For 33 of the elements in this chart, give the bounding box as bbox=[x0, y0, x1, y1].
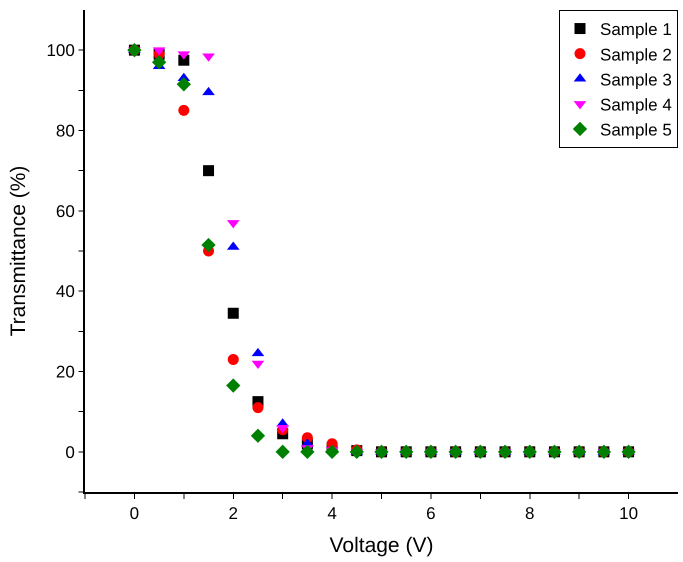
point bbox=[228, 308, 239, 319]
x-tick-label: 2 bbox=[228, 504, 238, 524]
point bbox=[324, 444, 340, 459]
x-tick-label: 10 bbox=[619, 504, 638, 524]
point bbox=[300, 444, 315, 459]
x-tick-label: 0 bbox=[130, 504, 140, 524]
y-tick-label: 0 bbox=[65, 442, 75, 462]
point bbox=[201, 238, 216, 252]
y-tick-label: 20 bbox=[56, 362, 75, 382]
y-tick-label: 80 bbox=[56, 121, 75, 140]
point bbox=[178, 104, 190, 116]
legend-label: Sample 4 bbox=[600, 95, 672, 114]
point bbox=[276, 444, 290, 459]
point bbox=[226, 378, 240, 393]
point bbox=[228, 354, 239, 365]
point bbox=[203, 165, 214, 176]
y-tick-label: 60 bbox=[56, 202, 75, 221]
legend-label: Sample 5 bbox=[600, 120, 672, 140]
x-tick-label: 6 bbox=[426, 504, 436, 524]
y-axis-title: Transmittance (%) bbox=[7, 166, 30, 336]
legend-label: Sample 1 bbox=[600, 20, 672, 40]
point bbox=[250, 428, 266, 443]
x-tick-label: 8 bbox=[525, 504, 534, 524]
point bbox=[350, 444, 364, 459]
point bbox=[176, 77, 191, 92]
x-axis-title: Voltage (V) bbox=[330, 534, 434, 557]
x-tick-label: 4 bbox=[327, 504, 337, 524]
y-tick-label: 40 bbox=[56, 282, 75, 302]
legend-label: Sample 3 bbox=[600, 70, 672, 90]
point bbox=[252, 402, 264, 414]
legend-label: Sample 2 bbox=[600, 45, 672, 64]
y-tick-label: 100 bbox=[46, 41, 75, 60]
point bbox=[152, 55, 166, 70]
